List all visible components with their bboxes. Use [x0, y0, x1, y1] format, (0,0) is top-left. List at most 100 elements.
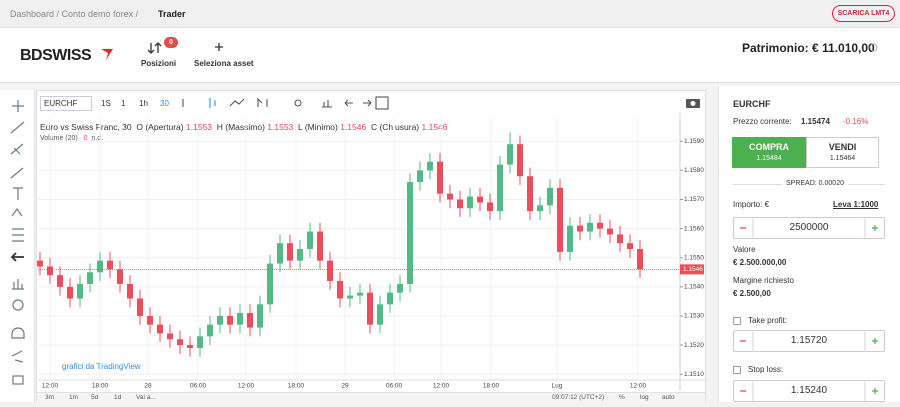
- positions-badge: 0: [164, 37, 178, 48]
- candle-body: [237, 313, 243, 325]
- download-button[interactable]: SCARICA LMT4: [832, 5, 895, 22]
- sell-button[interactable]: VENDI 1.15464: [806, 137, 879, 168]
- range[interactable]: 3m: [45, 394, 55, 401]
- candle-body: [127, 283, 133, 299]
- candle-body: [637, 249, 643, 270]
- interval[interactable]: 1S: [101, 99, 111, 108]
- candle-body: [157, 324, 163, 334]
- positions-label[interactable]: Posizioni: [141, 59, 177, 68]
- breadcrumb-current: Trader: [158, 9, 186, 19]
- margin-label: Margine richiesto: [733, 276, 794, 285]
- range[interactable]: 1d: [114, 394, 122, 401]
- legend-label: L (Minimo): [298, 122, 338, 132]
- x-tick-label: 06:00: [190, 383, 207, 390]
- scale-option[interactable]: auto: [662, 394, 675, 401]
- current-price: 1.15474: [801, 117, 830, 126]
- candle-body: [427, 161, 433, 171]
- candle-body: [497, 164, 503, 212]
- interval[interactable]: 1h: [139, 99, 148, 108]
- drawing-tools[interactable]: [0, 90, 35, 402]
- y-tick-label: 1.1560: [684, 225, 704, 232]
- buy-price: 1.15484: [756, 155, 782, 162]
- x-tick-label: 18:00: [92, 383, 109, 390]
- range[interactable]: 1m: [69, 394, 79, 401]
- logo[interactable]: BDSWISS: [20, 47, 92, 64]
- volume-legend: Volume (20) 0 n.d.: [40, 135, 103, 142]
- y-tick-label: 1.1550: [684, 254, 704, 261]
- take-profit-checkbox[interactable]: [733, 317, 741, 325]
- range[interactable]: 5d: [91, 394, 99, 401]
- stop-loss-label: Stop loss:: [748, 365, 784, 374]
- legend-value: 1.1553: [267, 122, 294, 132]
- candle-body: [577, 225, 583, 232]
- leverage[interactable]: Leva 1:1000: [833, 200, 879, 209]
- symbol-search[interactable]: EURCHF: [40, 96, 92, 111]
- select-asset[interactable]: Seleziona asset: [194, 59, 254, 68]
- buy-button[interactable]: COMPRA 1.15484: [732, 137, 806, 168]
- candle-body: [367, 292, 373, 325]
- candle-body: [467, 196, 473, 209]
- logo-mark: [101, 49, 113, 60]
- spread: SPREAD: 0.00020: [782, 180, 848, 187]
- drawing-toolbar: [0, 90, 35, 402]
- candle-body: [387, 292, 393, 305]
- candle-body: [257, 304, 263, 328]
- chart-tools[interactable]: [175, 94, 400, 112]
- current-price-label: Prezzo corrente:: [733, 117, 792, 126]
- volume-label: Volume (20): [40, 135, 78, 142]
- breadcrumb[interactable]: Dashboard / Conto demo forex /: [10, 9, 139, 19]
- candle-body: [267, 263, 273, 305]
- info-icon[interactable]: [869, 43, 878, 52]
- price-change: -0.16%: [843, 117, 869, 126]
- candle-body: [567, 225, 573, 252]
- value-label: Valore: [733, 245, 756, 254]
- candle-body: [627, 243, 633, 249]
- volume-value: 0: [83, 135, 88, 142]
- x-tick-label: 29: [341, 383, 349, 390]
- margin: € 2.500,00: [733, 289, 771, 298]
- y-tick-label: 1.1580: [684, 167, 704, 174]
- equity: Patrimonio: € 11.010,00: [742, 41, 875, 55]
- x-tick-label: 18:00: [483, 383, 500, 390]
- screenshot-button[interactable]: [684, 96, 702, 110]
- candle-body: [327, 260, 333, 282]
- goto-date[interactable]: Vai a...: [136, 394, 156, 401]
- x-tick-label: 12:00: [238, 383, 255, 390]
- candle-body: [457, 199, 463, 209]
- add-asset-icon[interactable]: [214, 42, 224, 52]
- y-tick-label: 1.1520: [684, 342, 704, 349]
- candle-body: [187, 345, 193, 348]
- candle-body: [307, 231, 313, 249]
- candle-body: [137, 298, 143, 316]
- stepper-buttons[interactable]: [733, 217, 885, 402]
- watermark[interactable]: grafici da TradingView: [62, 362, 141, 371]
- candle-body: [507, 144, 513, 165]
- candle-body: [197, 336, 203, 348]
- candle-body: [617, 234, 623, 244]
- candle-body: [547, 187, 553, 206]
- candle-body: [337, 281, 343, 299]
- interval-active[interactable]: 30: [160, 99, 169, 108]
- positions-icon[interactable]: [147, 42, 163, 54]
- interval[interactable]: 1: [121, 99, 126, 108]
- x-tick-label: 12:00: [433, 383, 450, 390]
- clock: 09:07:12 (UTC+2): [552, 394, 605, 401]
- x-tick-label: Lug: [552, 383, 563, 390]
- amount-input[interactable]: 2500000: [733, 217, 885, 239]
- top-bar: Dashboard / Conto demo forex / Trader SC…: [0, 0, 900, 28]
- x-tick-label: 18:00: [288, 383, 305, 390]
- candle-body: [37, 260, 43, 267]
- bottom-bar: 3m 1m 5d 1d Vai a... 09:07:12 (UTC+2) % …: [37, 392, 705, 402]
- take-profit-input[interactable]: 1.15720: [733, 330, 885, 352]
- candle-body: [117, 269, 123, 284]
- scale-option[interactable]: %: [619, 394, 625, 401]
- y-tick-label: 1.1510: [684, 371, 704, 378]
- stop-loss-checkbox[interactable]: [733, 366, 741, 374]
- sell-price: 1.15464: [829, 155, 856, 162]
- candle-body: [517, 144, 523, 177]
- candle-body: [527, 176, 533, 212]
- candle-body: [167, 333, 173, 340]
- scale-option[interactable]: log: [640, 394, 649, 401]
- y-tick-label: 1.1570: [684, 196, 704, 203]
